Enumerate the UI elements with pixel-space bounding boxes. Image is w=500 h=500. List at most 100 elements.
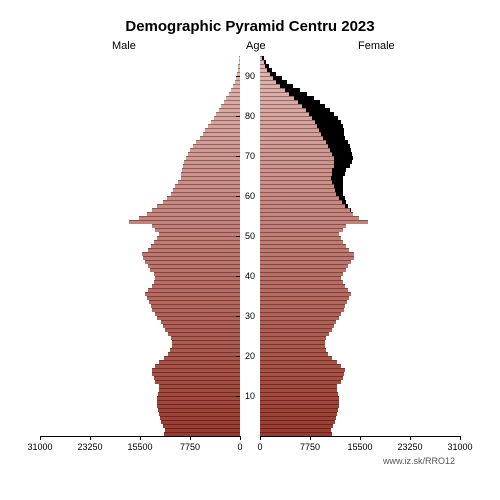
female-bar (260, 148, 460, 152)
male-bar (40, 412, 240, 416)
female-bar (260, 108, 460, 112)
male-bar (40, 272, 240, 276)
male-bar (40, 84, 240, 88)
female-bar (260, 204, 460, 208)
male-bar (40, 292, 240, 296)
male-bar (40, 420, 240, 424)
male-bar (40, 224, 240, 228)
female-bar (260, 76, 460, 80)
male-bar (40, 400, 240, 404)
age-tick-label: 30 (240, 311, 260, 321)
male-bar (40, 220, 240, 224)
female-bar (260, 196, 460, 200)
male-bar (40, 136, 240, 140)
male-bar (40, 76, 240, 80)
male-bar (40, 88, 240, 92)
x-tick-label: 31000 (27, 442, 52, 452)
female-bar (260, 60, 460, 64)
female-bar (260, 132, 460, 136)
age-tick-label: 50 (240, 231, 260, 241)
male-bar (40, 184, 240, 188)
male-bar (40, 328, 240, 332)
female-bar (260, 296, 460, 300)
female-bar (260, 120, 460, 124)
male-bar (40, 336, 240, 340)
male-bar (40, 168, 240, 172)
male-bar (40, 236, 240, 240)
female-bar (260, 144, 460, 148)
male-bar (40, 304, 240, 308)
male-bar (40, 180, 240, 184)
age-tick-label: 80 (240, 111, 260, 121)
male-bar (40, 380, 240, 384)
male-bar (40, 280, 240, 284)
male-label: Male (112, 40, 136, 52)
female-bar (260, 208, 460, 212)
x-tick-label: 23250 (77, 442, 102, 452)
x-tick-label: 15500 (347, 442, 372, 452)
female-bar (260, 152, 460, 156)
female-bar (260, 96, 460, 100)
female-bar (260, 304, 460, 308)
female-bar (260, 92, 460, 96)
female-bar (260, 412, 460, 416)
male-bar (40, 120, 240, 124)
male-bar (40, 152, 240, 156)
x-tick-label: 7750 (300, 442, 320, 452)
female-bar (260, 320, 460, 324)
female-bar (260, 236, 460, 240)
female-bar (260, 364, 460, 368)
male-bar (40, 156, 240, 160)
male-bar (40, 192, 240, 196)
male-bar (40, 104, 240, 108)
female-bar (260, 100, 460, 104)
female-bar (260, 140, 460, 144)
male-bar (40, 396, 240, 400)
male-bar (40, 60, 240, 64)
female-bar (260, 384, 460, 388)
male-bar (40, 384, 240, 388)
female-bar (260, 312, 460, 316)
male-bar (40, 132, 240, 136)
male-bar (40, 96, 240, 100)
male-bar (40, 164, 240, 168)
pyramid-chart: 102030405060708090 07750155002325031000 … (40, 56, 460, 436)
male-bar (40, 376, 240, 380)
male-bar (40, 112, 240, 116)
female-bar (260, 336, 460, 340)
male-bar (40, 352, 240, 356)
x-tick-label: 7750 (180, 442, 200, 452)
female-bar (260, 300, 460, 304)
male-bar (40, 116, 240, 120)
male-bar (40, 364, 240, 368)
female-bar (260, 264, 460, 268)
female-bar (260, 332, 460, 336)
female-bar (260, 324, 460, 328)
male-bar (40, 208, 240, 212)
male-bar (40, 176, 240, 180)
x-tick (310, 436, 311, 440)
male-bar (40, 348, 240, 352)
female-label: Female (358, 40, 395, 52)
female-bar (260, 372, 460, 376)
x-tick-label: 31000 (447, 442, 472, 452)
male-bar (40, 64, 240, 68)
female-bar (260, 128, 460, 132)
female-bar (260, 244, 460, 248)
female-bar (260, 308, 460, 312)
male-bar (40, 320, 240, 324)
female-bar (260, 180, 460, 184)
female-bar (260, 292, 460, 296)
male-bar (40, 128, 240, 132)
male-bar (40, 324, 240, 328)
male-bar (40, 172, 240, 176)
female-bar (260, 212, 460, 216)
female-bar (260, 228, 460, 232)
male-bar (40, 388, 240, 392)
male-bar (40, 288, 240, 292)
male-bar (40, 264, 240, 268)
female-bar (260, 160, 460, 164)
female-bar (260, 156, 460, 160)
male-bar (40, 252, 240, 256)
male-bar (40, 108, 240, 112)
